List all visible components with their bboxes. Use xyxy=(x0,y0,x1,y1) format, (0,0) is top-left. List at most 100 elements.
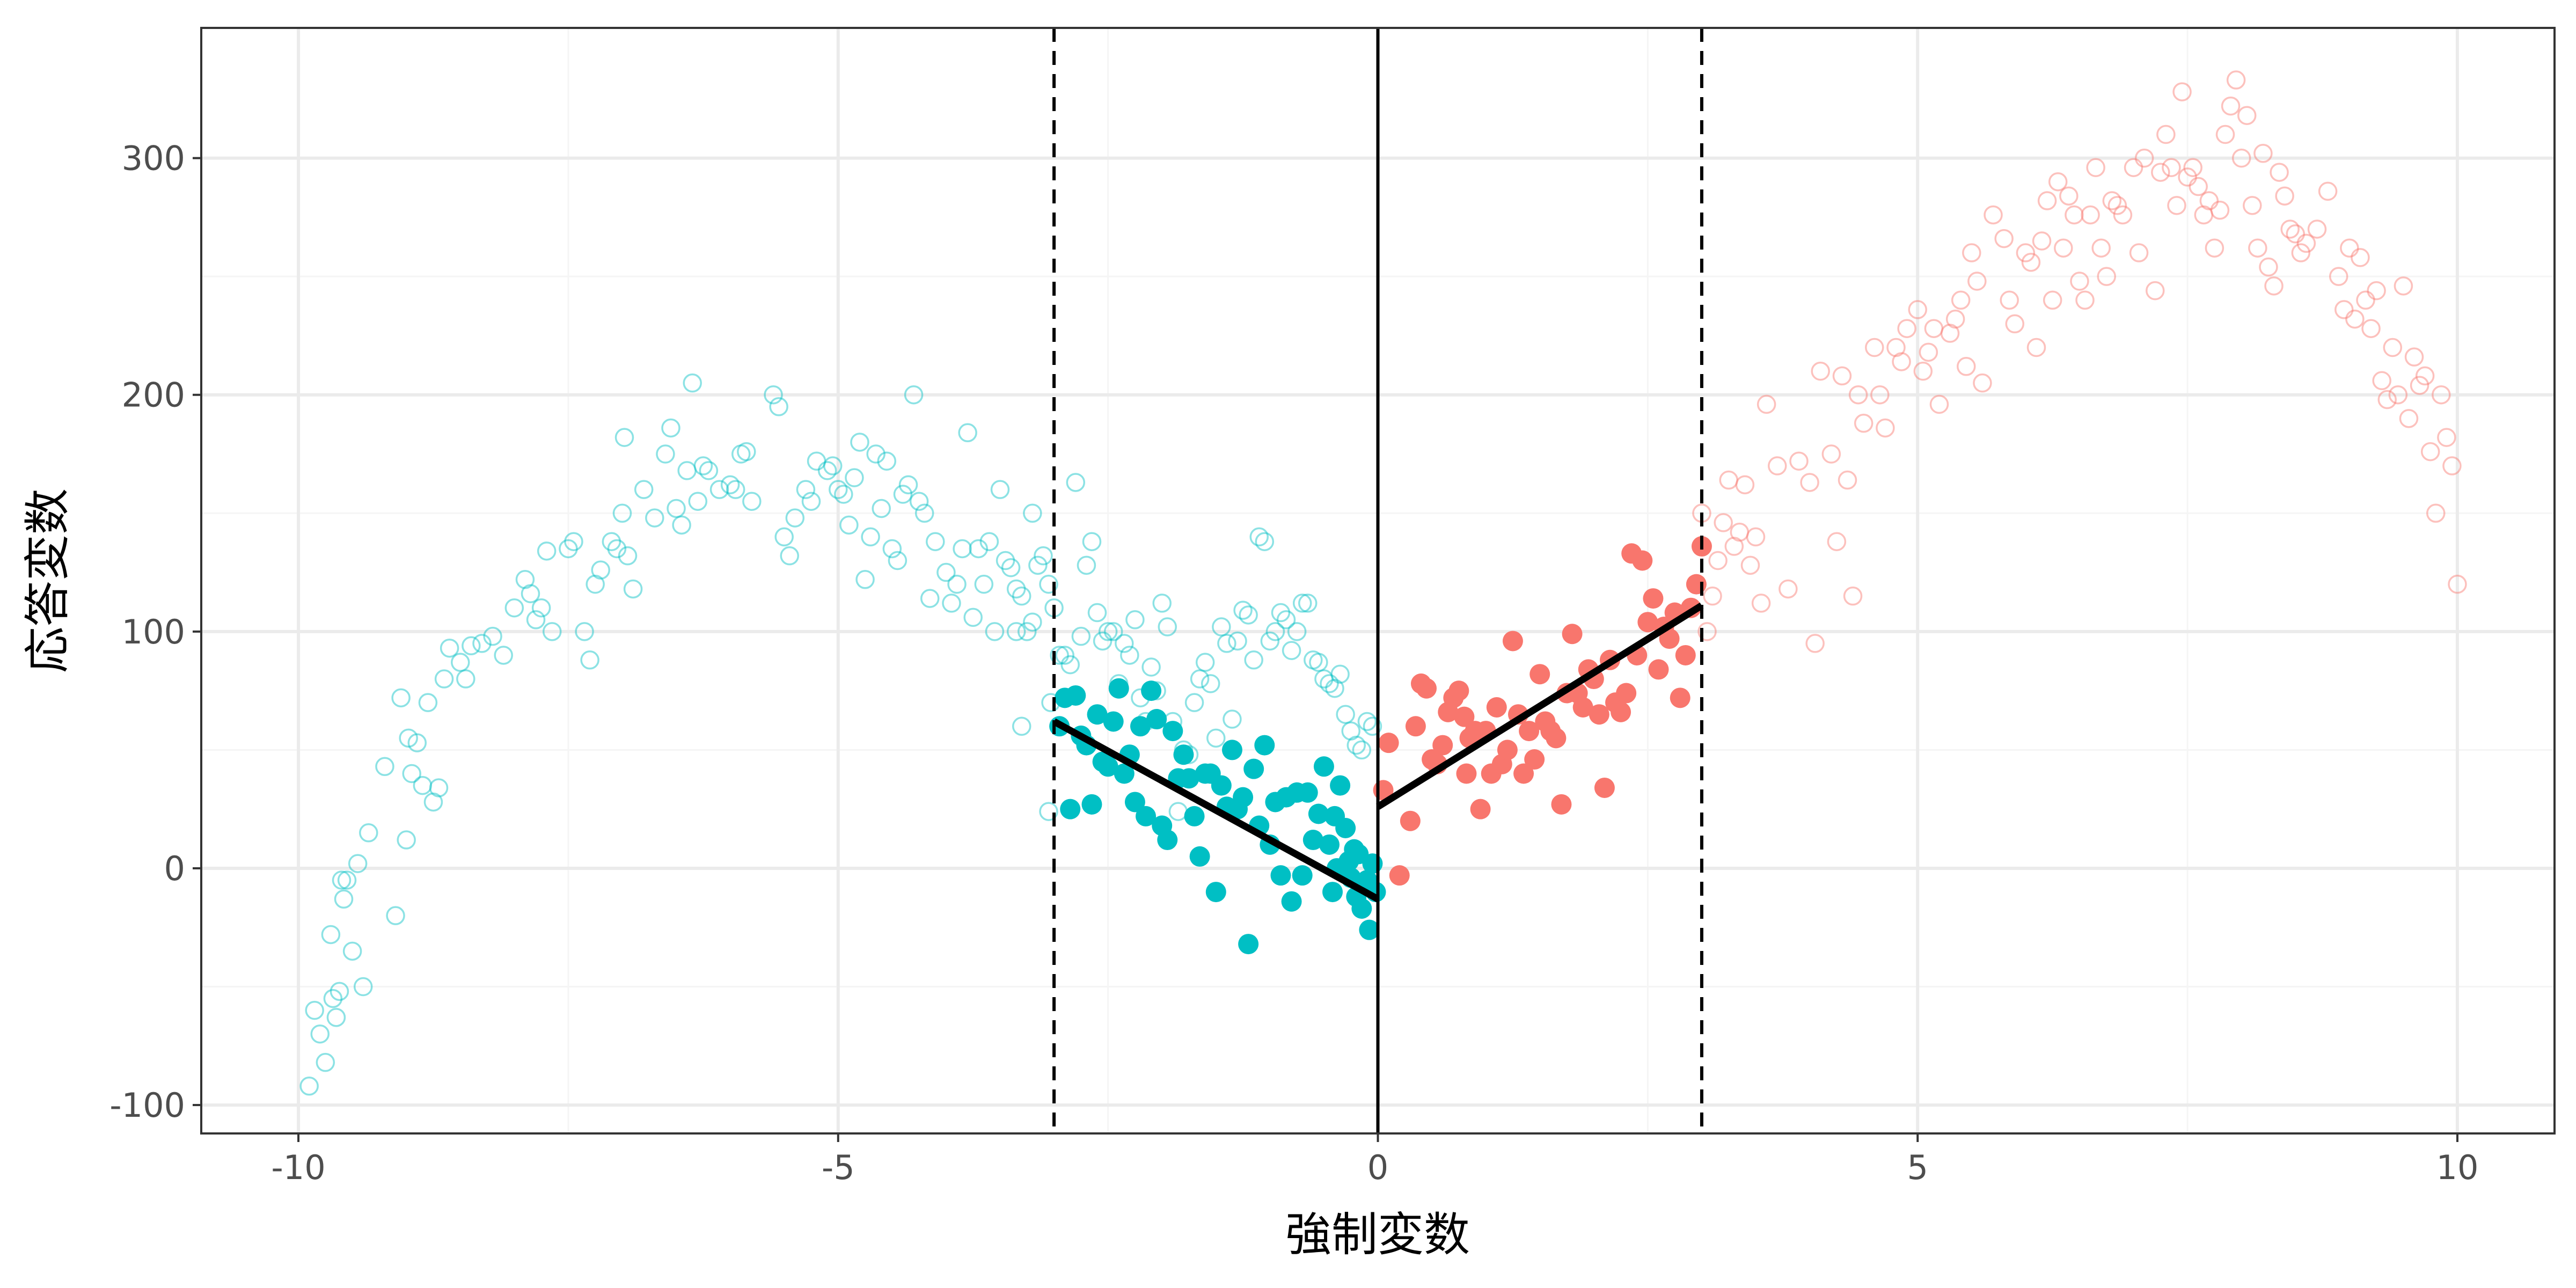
data-point-outside-bandwidth xyxy=(2054,238,2073,258)
data-point-outside-bandwidth xyxy=(1714,513,1733,532)
data-point-outside-bandwidth xyxy=(1800,473,1819,492)
data-point-outside-bandwidth xyxy=(2021,252,2041,272)
data-point-outside-bandwidth xyxy=(807,451,826,471)
data-point-outside-bandwidth xyxy=(326,1008,346,1027)
x-axis: -10 -5 0 5 10 xyxy=(271,1133,2478,1187)
data-point-outside-bandwidth xyxy=(2307,219,2327,239)
data-point-outside-bandwidth xyxy=(391,688,411,708)
data-point-outside-bandwidth xyxy=(612,503,632,523)
data-point-outside-bandwidth xyxy=(1320,674,1339,693)
data-point-outside-bandwidth xyxy=(1287,622,1307,641)
data-point-outside-bandwidth xyxy=(677,461,697,480)
data-point-outside-bandwidth xyxy=(2231,148,2251,168)
data-point-outside-bandwidth xyxy=(801,492,821,511)
data-point xyxy=(1179,768,1199,789)
data-point-outside-bandwidth xyxy=(2129,243,2149,262)
data-point-outside-bandwidth xyxy=(399,728,418,748)
data-point-outside-bandwidth xyxy=(2026,338,2046,357)
data-point-outside-bandwidth xyxy=(2221,96,2241,116)
data-point xyxy=(1572,697,1593,718)
data-point-outside-bandwidth xyxy=(2000,290,2019,310)
data-point-outside-bandwidth xyxy=(1984,205,2003,225)
data-point xyxy=(1292,865,1313,886)
data-point-outside-bandwidth xyxy=(882,539,902,559)
data-point xyxy=(1141,680,1162,701)
data-point-outside-bandwidth xyxy=(1821,444,1841,464)
y-tick-label: 100 xyxy=(122,612,185,652)
data-point-outside-bandwidth xyxy=(1346,735,1366,755)
data-point-outside-bandwidth xyxy=(413,775,433,795)
data-point xyxy=(1456,763,1477,784)
data-point-outside-bandwidth xyxy=(963,608,983,627)
data-point-outside-bandwidth xyxy=(2426,503,2446,523)
data-point-outside-bandwidth xyxy=(2432,385,2451,405)
data-point-outside-bandwidth xyxy=(353,977,373,997)
data-point-outside-bandwidth xyxy=(334,889,354,909)
data-point-outside-bandwidth xyxy=(2340,238,2359,258)
data-point-outside-bandwidth xyxy=(974,574,994,594)
data-point-outside-bandwidth xyxy=(2243,196,2262,215)
data-point-outside-bandwidth xyxy=(323,989,343,1008)
data-point-outside-bandwidth xyxy=(1244,650,1263,670)
data-point-outside-bandwidth xyxy=(1805,634,1825,653)
data-point-outside-bandwidth xyxy=(397,830,416,850)
data-point-outside-bandwidth xyxy=(769,397,788,416)
data-point xyxy=(1594,777,1615,798)
data-point-outside-bandwidth xyxy=(1190,669,1210,689)
data-point-outside-bandwidth xyxy=(515,570,535,589)
data-point-outside-bandwidth xyxy=(316,1052,335,1072)
data-point-outside-bandwidth xyxy=(2205,238,2224,258)
data-point-outside-bandwidth xyxy=(310,1024,330,1044)
data-point xyxy=(1611,701,1631,722)
data-point-outside-bandwidth xyxy=(1217,634,1236,653)
data-point xyxy=(1637,612,1658,633)
data-point-outside-bandwidth xyxy=(1071,626,1091,646)
data-point-outside-bandwidth xyxy=(462,636,481,656)
data-point-outside-bandwidth xyxy=(709,480,729,499)
data-point xyxy=(1589,704,1609,725)
data-point xyxy=(1184,806,1205,826)
data-point-outside-bandwidth xyxy=(688,492,708,511)
data-point-outside-bandwidth xyxy=(2032,231,2052,251)
data-point-outside-bandwidth xyxy=(2226,70,2246,90)
data-point-outside-bandwidth xyxy=(1012,716,1031,736)
data-point xyxy=(1108,678,1129,699)
data-point xyxy=(1432,735,1453,756)
data-point-outside-bandwidth xyxy=(2178,167,2197,187)
data-point-outside-bandwidth xyxy=(656,444,675,464)
data-point xyxy=(1097,756,1118,777)
data-point-outside-bandwidth xyxy=(2394,276,2413,296)
data-point-outside-bandwidth xyxy=(1789,451,1809,471)
data-point-outside-bandwidth xyxy=(1228,631,1247,651)
data-point xyxy=(1146,709,1167,730)
data-point-outside-bandwidth xyxy=(1940,324,1960,343)
data-point xyxy=(1359,919,1380,940)
data-point-outside-bandwidth xyxy=(1125,610,1145,630)
data-point-outside-bandwidth xyxy=(418,693,438,712)
data-point-outside-bandwidth xyxy=(2372,371,2391,391)
data-point xyxy=(1103,711,1124,732)
data-point-outside-bandwidth xyxy=(1060,655,1080,675)
data-point xyxy=(1470,799,1491,819)
data-point-outside-bandwidth xyxy=(829,480,848,499)
data-point xyxy=(1497,740,1518,760)
data-point-outside-bandwidth xyxy=(1838,470,1857,490)
data-point-outside-bandwidth xyxy=(330,982,349,1001)
data-point-outside-bandwidth xyxy=(1827,532,1847,551)
data-point-outside-bandwidth xyxy=(1309,653,1328,672)
data-point-outside-bandwidth xyxy=(1039,574,1058,594)
data-point-outside-bandwidth xyxy=(1832,366,1852,386)
data-point-outside-bandwidth xyxy=(953,539,972,559)
data-point-outside-bandwidth xyxy=(2351,248,2370,267)
data-point xyxy=(1416,678,1437,699)
data-point-outside-bandwidth xyxy=(742,492,762,511)
data-point-outside-bandwidth xyxy=(2215,125,2235,144)
y-tick-label: 0 xyxy=(164,849,185,888)
data-point-outside-bandwidth xyxy=(2270,163,2289,182)
data-point-outside-bandwidth xyxy=(774,527,794,547)
data-point-outside-bandwidth xyxy=(861,527,880,547)
data-point-outside-bandwidth xyxy=(1908,300,1927,319)
data-point-outside-bandwidth xyxy=(2334,300,2354,319)
data-point-outside-bandwidth xyxy=(1341,721,1360,741)
data-point-outside-bandwidth xyxy=(623,579,643,599)
